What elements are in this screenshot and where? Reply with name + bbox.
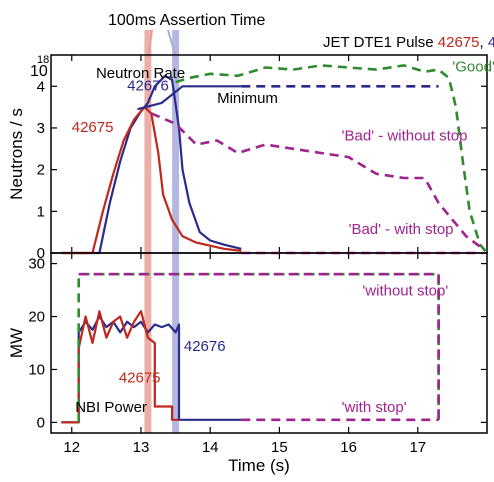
bottom-series-1 <box>61 310 179 424</box>
top-series-0 <box>61 74 242 255</box>
xtick-label: 14 <box>202 439 219 456</box>
top-annotation-2: 'Good' <box>452 59 494 76</box>
bottom-annotation-0: NBI Power <box>75 399 147 416</box>
bottom-ytick-label: 10 <box>28 361 45 378</box>
bottom-series-3 <box>78 272 440 420</box>
xtick-label: 16 <box>340 439 357 456</box>
top-series-5 <box>150 112 481 248</box>
top-annotation-1: Minimum <box>217 90 278 107</box>
top-ytick-label: 0 <box>37 245 45 262</box>
bottom-annotation-3: 42676 <box>184 338 226 355</box>
top-annotation-5: 42676 <box>127 77 169 94</box>
chart-title: JET DTE1 Pulse 42675, 42676 <box>323 34 494 51</box>
bottom-annotation-4: 42675 <box>119 370 161 387</box>
bottom-ytick-label: 0 <box>37 414 45 431</box>
xlabel: Time (s) <box>228 456 290 475</box>
yaxis-scale-prefix: 10 <box>30 63 48 80</box>
title-sep: , <box>479 34 487 51</box>
assertion-pointer-red <box>147 29 153 59</box>
assertion-title: 100ms Assertion Time <box>108 12 266 29</box>
assertion-pointer-blue <box>167 29 178 59</box>
xtick-label: 17 <box>409 439 426 456</box>
xtick-label: 12 <box>63 439 80 456</box>
top-series-2 <box>175 64 488 254</box>
bottom-ytick-label: 20 <box>28 309 45 326</box>
top-ylabel: Neutrons / s <box>7 108 26 200</box>
top-annotation-4: 'Bad' - with stop <box>349 221 454 238</box>
assertion-band-0 <box>144 30 152 433</box>
bottom-plot-frame <box>50 252 488 434</box>
top-ytick-label: 2 <box>37 162 45 179</box>
top-annotation-3: 'Bad' - without stop <box>342 127 468 144</box>
assertion-bands <box>144 29 180 433</box>
title-pulse-red: 42675 <box>438 34 480 51</box>
bottom-ytick-label: 30 <box>28 256 45 273</box>
top-ytick-label: 3 <box>37 120 45 137</box>
top-series-3 <box>137 85 242 111</box>
xtick-label: 15 <box>271 439 288 456</box>
top-ytick-label: 4 <box>37 78 45 95</box>
yaxis-scale-exponent: 18 <box>37 54 49 66</box>
bottom-annotation-2: 'with stop' <box>342 399 407 416</box>
bottom-panel: 0 10 20 30 MW 12 13 14 15 16 17 Time (s) NBI Power 'w… <box>7 252 488 475</box>
top-annotation-0: Neutron Rate <box>96 65 185 82</box>
title-pulse-blue: 42676 <box>488 34 494 51</box>
xtick-label: 13 <box>133 439 150 456</box>
top-ytick-label: 1 <box>37 203 45 220</box>
assertion-band-1 <box>172 30 180 433</box>
bottom-ylabel: MW <box>7 328 26 358</box>
bottom-annotation-1: 'without stop' <box>362 282 448 299</box>
title-prefix: JET DTE1 Pulse <box>323 34 438 51</box>
top-annotation-6: 42675 <box>72 119 114 136</box>
